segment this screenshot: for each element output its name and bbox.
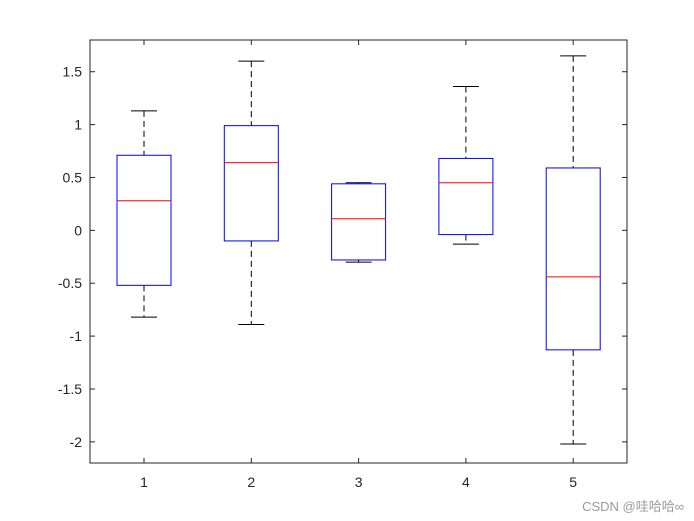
box-4 <box>438 86 494 245</box>
iqr-box <box>438 157 494 236</box>
axes: -2 -1.5 -1 -0.5 0 0.5 1 1.5 1 2 3 4 5 <box>58 39 628 490</box>
box-plot-marks <box>116 55 601 445</box>
x-tick-label: 4 <box>462 474 470 490</box>
iqr-box <box>116 154 172 286</box>
box-5 <box>545 55 601 445</box>
y-tick-label: 1.5 <box>63 64 83 80</box>
y-tick-label: 0 <box>74 222 82 238</box>
x-tick-label: 3 <box>355 474 363 490</box>
iqr-box <box>223 125 279 242</box>
watermark: CSDN @哇哈哈∞ <box>582 499 684 514</box>
x-tick-label: 1 <box>140 474 148 490</box>
box-1 <box>116 110 172 318</box>
y-tick-label: -1.5 <box>58 381 82 397</box>
box-3 <box>331 182 387 263</box>
iqr-box <box>545 167 601 351</box>
y-tick-label: 1 <box>74 117 82 133</box>
y-tick-label: 0.5 <box>63 169 83 185</box>
y-tick-label: -0.5 <box>58 275 82 291</box>
plot-area <box>90 40 627 463</box>
box-2 <box>223 60 279 325</box>
y-tick-label: -2 <box>70 434 83 450</box>
y-tick-label: -1 <box>70 328 83 344</box>
iqr-box <box>331 183 387 261</box>
x-tick-label: 2 <box>247 474 255 490</box>
x-tick-label: 5 <box>569 474 577 490</box>
